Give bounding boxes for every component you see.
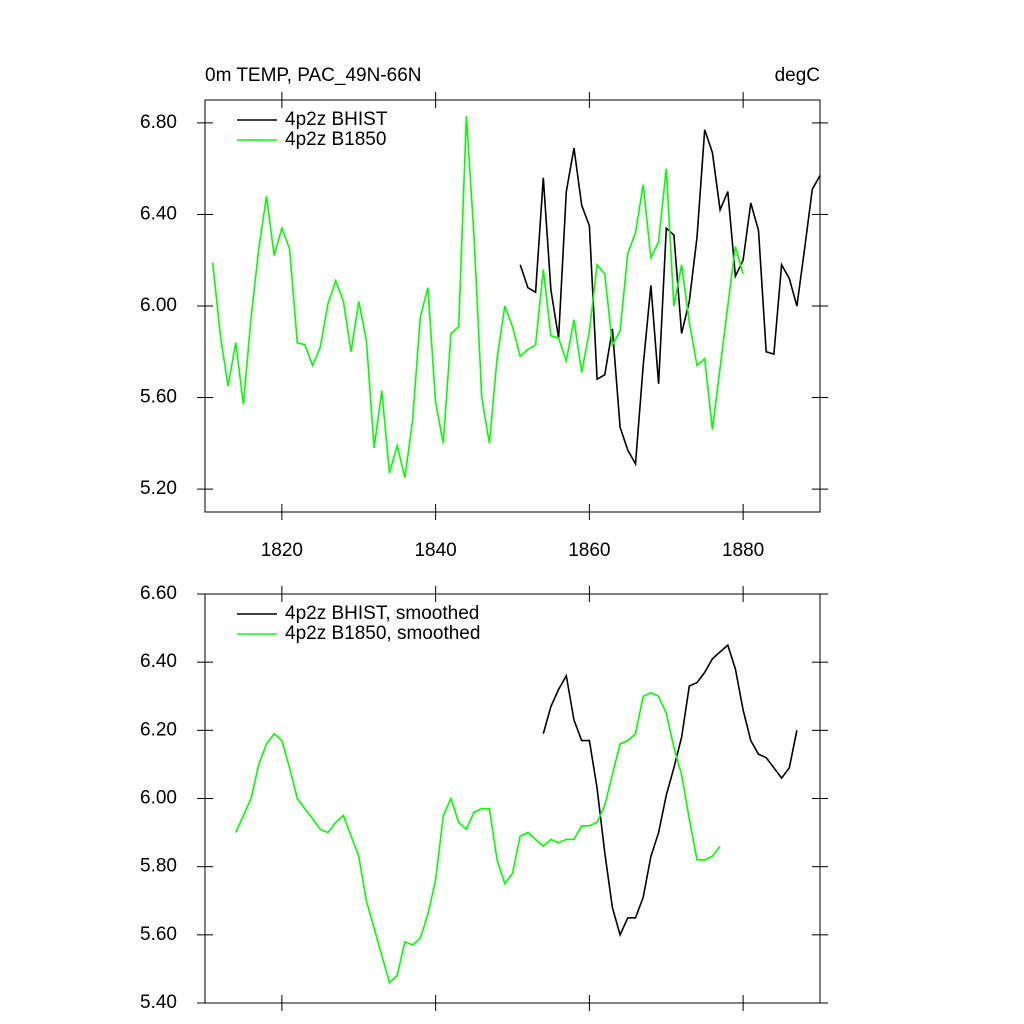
y-tick-label: 5.80 (140, 856, 177, 877)
series-line (211, 115, 744, 478)
legend-label: 4p2z BHIST, smoothed (285, 603, 479, 624)
series-line (542, 643, 798, 938)
x-tick-label: 1880 (722, 540, 764, 561)
chart-title: 0m TEMP, PAC_49N-66N (205, 65, 421, 86)
y-tick-label: 5.60 (140, 924, 177, 945)
plot-frame (204, 593, 821, 1004)
y-tick-label: 5.60 (140, 387, 177, 408)
units-label: degC (775, 65, 820, 86)
y-tick-label: 5.20 (140, 478, 177, 499)
y-tick-label: 6.80 (140, 112, 177, 133)
y-tick-label: 6.00 (140, 788, 177, 809)
y-tick-label: 5.40 (140, 992, 177, 1013)
series-line (235, 691, 721, 985)
legend-label: 4p2z B1850, smoothed (285, 623, 480, 644)
x-tick-label: 1820 (261, 540, 303, 561)
y-tick-label: 6.40 (140, 203, 177, 224)
y-tick-label: 6.40 (140, 651, 177, 672)
plot-frame (204, 99, 821, 513)
legend-label: 4p2z B1850 (285, 129, 386, 150)
series-line (519, 129, 821, 467)
y-tick-label: 6.00 (140, 295, 177, 316)
x-tick-label: 1860 (568, 540, 610, 561)
legend-label: 4p2z BHIST (285, 109, 388, 130)
y-tick-label: 6.20 (140, 719, 177, 740)
x-tick-label: 1840 (414, 540, 456, 561)
y-tick-label: 6.60 (140, 583, 177, 604)
